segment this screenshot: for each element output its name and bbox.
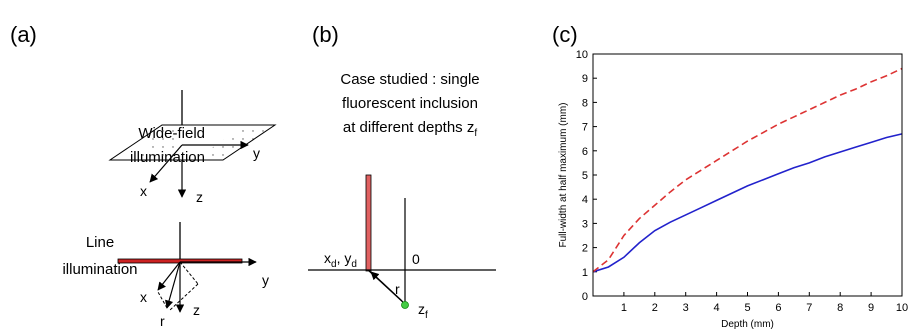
y-tick-label: 4 [582,194,588,206]
widefield-plane [108,124,277,161]
x-axis-arrow-bottom [157,261,181,291]
x-tick-label: 10 [896,302,908,314]
line-illumination-diagram: y x z r [117,222,269,329]
case-text-line3-main: at different depths z [343,119,474,136]
detector-label-x: x [324,250,331,266]
y-tick-label: 10 [576,49,588,61]
line-illumination-label-line1: Line [86,234,114,251]
fwhm-chart: 1 2 3 4 5 6 7 8 9 10 0 1 2 3 4 5 6 7 8 9 10 Depth (mm) Full… [558,49,908,330]
plane-dots-left [137,125,182,160]
r-label: r [395,281,400,297]
inclusion-label-sub: f [425,310,428,321]
x-axis-arrow-top [149,144,183,183]
x-tick-label: 7 [806,302,812,314]
detector-bar [365,174,372,272]
origin-label: 0 [412,251,420,267]
y-tick-label: 9 [582,73,588,85]
x-axis-label: Depth (mm) [721,319,774,330]
x-label-top: x [140,183,147,199]
panel-a-label: (a) [10,22,37,47]
detector-label: xd, yd [324,250,357,270]
series-line-dashed [592,67,903,273]
y-tick-label: 3 [582,218,588,230]
panel-c-label: (c) [552,22,578,47]
detector-label-mid: , y [337,250,352,266]
y-tick-label: 1 [582,267,588,279]
x-label-bottom: x [140,289,147,305]
x-tick-label: 5 [744,302,750,314]
dashed-projection-y [179,261,199,285]
x-tick-label: 4 [714,302,720,314]
x-tick-label: 6 [775,302,781,314]
inclusion-label: zf [418,301,428,321]
r-arrow [370,271,403,302]
x-tick-label: 1 [621,302,627,314]
z-label-top: z [196,189,203,205]
y-label-top: y [253,145,260,161]
dashed-projection-diag [169,283,199,311]
case-text-line3: at different depths zf [343,119,477,139]
inclusion-label-z: z [418,301,425,317]
case-text-line2: fluorescent inclusion [342,95,478,112]
y-tick-label: 8 [582,97,588,109]
line-illumination-label-line2: illumination [62,261,137,278]
widefield-illumination-diagram: y x z [108,90,277,205]
x-tick-label: 3 [683,302,689,314]
x-tick-label: 2 [652,302,658,314]
dashed-projection-x [157,291,168,309]
case-text-subscript: f [474,128,477,139]
y-tick-label: 7 [582,122,588,134]
r-arrow-bottom [165,261,181,309]
y-label-bottom: y [262,272,269,288]
fluorescent-inclusion [401,301,409,309]
r-label-bottom: r [160,313,165,329]
panel-b: (b) Case studied : single fluorescent in… [308,22,496,321]
case-text-line1: Case studied : single [340,71,479,88]
plot-frame [592,53,903,297]
y-tick-label: 0 [582,291,588,303]
x-tick-label: 9 [868,302,874,314]
panel-a: (a) Wide-field illumination y x z Line i… [10,22,277,329]
panel-b-label: (b) [312,22,339,47]
x-tick-label: 8 [837,302,843,314]
detector-label-sub2: d [351,259,357,270]
y-axis-label: Full-width at half maximum (mm) [558,102,569,247]
y-tick-label: 5 [582,170,588,182]
y-tick-label: 6 [582,146,588,158]
panel-c: (c) 1 2 3 4 5 6 7 8 9 10 0 1 2 3 4 5 6 7 8 9 10 Depth (mm) … [552,22,908,330]
y-tick-label: 2 [582,243,588,255]
z-label-bottom: z [193,302,200,318]
detector-label-sub1: d [331,259,337,270]
plane-dots-right [195,125,275,160]
series-line-solid [592,133,903,273]
y-ticks: 0 1 2 3 4 5 6 7 8 9 10 [576,49,597,303]
series-group [592,67,903,273]
inclusion-geometry-diagram: xd, yd 0 r zf [308,174,496,321]
x-ticks: 1 2 3 4 5 6 7 8 9 10 [621,292,908,314]
